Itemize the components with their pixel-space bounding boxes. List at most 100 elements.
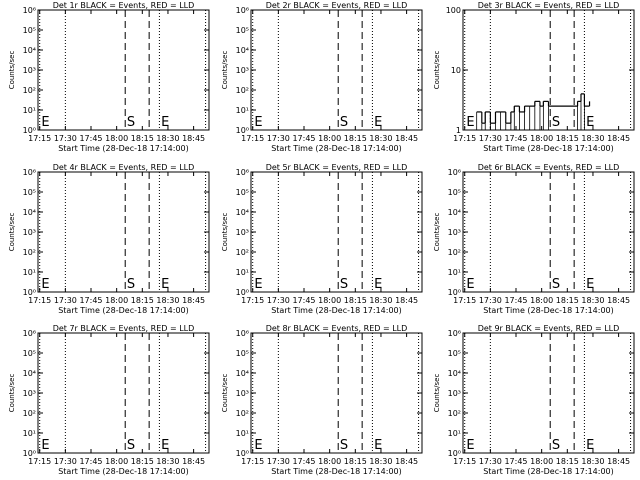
- x-tick-label: 18:30: [156, 296, 179, 305]
- x-tick-label: 18:15: [556, 457, 579, 466]
- x-tick-label: 17:15: [28, 296, 51, 305]
- x-tick-label: 17:45: [292, 296, 315, 305]
- event-marker-e: E: [254, 115, 262, 130]
- panel-det-6: Det 6r BLACK = Events, RED = LLD 10⁰ 10¹ 10…: [433, 163, 635, 315]
- y-tick-label: 10⁶: [448, 168, 461, 177]
- x-tick-label: 17:30: [54, 296, 77, 305]
- y-tick-label: 10⁵: [236, 26, 249, 35]
- y-tick-label: 10²: [448, 248, 461, 257]
- y-axis-label: Counts/sec: [433, 213, 441, 252]
- x-tick-label: 18:15: [556, 296, 579, 305]
- event-marker-s: S: [552, 438, 560, 453]
- x-axis-label: Start Time (28-Dec-18 17:14:00): [271, 467, 402, 476]
- y-tick-label: 10⁶: [236, 168, 249, 177]
- x-tick-label: 17:45: [292, 134, 315, 143]
- y-tick-label: 10¹: [23, 106, 36, 115]
- plot-frame: [37, 171, 210, 293]
- y-tick-label: 10⁰: [236, 449, 249, 458]
- panel-det-8: Det 8r BLACK = Events, RED = LLD 10⁰ 10¹ 10…: [221, 324, 423, 476]
- y-tick-label: 10⁴: [236, 46, 249, 55]
- x-tick-label: 17:45: [79, 457, 102, 466]
- x-tick-label: 18:15: [131, 457, 154, 466]
- panel-title: Det 9r BLACK = Events, RED = LLD: [478, 324, 620, 333]
- x-tick-label: 18:00: [105, 457, 128, 466]
- x-tick-label: 18:00: [530, 134, 553, 143]
- x-tick-label: 17:15: [28, 134, 51, 143]
- event-marker-e: E: [466, 277, 474, 292]
- y-tick-label: 1: [456, 126, 461, 135]
- panel-title: Det 6r BLACK = Events, RED = LLD: [478, 163, 620, 172]
- panel-title: Det 4r BLACK = Events, RED = LLD: [53, 163, 195, 172]
- x-tick-label: 18:15: [344, 296, 367, 305]
- event-marker-s: S: [127, 277, 135, 292]
- panel-title: Det 8r BLACK = Events, RED = LLD: [266, 324, 408, 333]
- y-tick-label: 10⁴: [23, 208, 36, 217]
- panel-title: Det 2r BLACK = Events, RED = LLD: [266, 1, 408, 10]
- x-tick-label: 17:30: [267, 457, 290, 466]
- x-tick-label: 18:00: [318, 134, 341, 143]
- x-tick-label: 17:15: [241, 134, 264, 143]
- y-tick-label: 10⁶: [448, 329, 461, 338]
- x-axis-label: Start Time (28-Dec-18 17:14:00): [483, 306, 614, 315]
- x-axis-label: Start Time (28-Dec-18 17:14:00): [58, 144, 189, 153]
- x-tick-label: 18:30: [581, 457, 604, 466]
- y-tick-label: 10⁰: [23, 288, 36, 297]
- y-tick-label: 10⁰: [448, 449, 461, 458]
- event-marker-e: E: [254, 438, 262, 453]
- y-axis-label: Counts/sec: [8, 51, 16, 90]
- y-tick-label: 10⁶: [23, 6, 36, 15]
- x-axis-label: Start Time (28-Dec-18 17:14:00): [483, 467, 614, 476]
- panel-det-1: Det 1r BLACK = Events, RED = LLD 10⁰ 10¹ 10…: [8, 1, 210, 153]
- x-tick-label: 18:15: [131, 134, 154, 143]
- event-marker-e: E: [586, 277, 594, 292]
- panel-det-4: Det 4r BLACK = Events, RED = LLD 10⁰ 10¹ 10…: [8, 163, 210, 315]
- x-tick-label: 17:45: [504, 296, 527, 305]
- y-tick-label: 10⁰: [236, 288, 249, 297]
- y-tick-label: 10⁰: [236, 126, 249, 135]
- y-tick-label: 10¹: [236, 106, 249, 115]
- y-axis-label: Counts/sec: [221, 51, 229, 90]
- x-tick-label: 18:00: [105, 134, 128, 143]
- y-tick-label: 10⁵: [236, 349, 249, 358]
- plot-frame: [37, 9, 210, 131]
- x-tick-label: 18:30: [369, 296, 392, 305]
- event-marker-e: E: [161, 115, 169, 130]
- y-tick-label: 10¹: [236, 268, 249, 277]
- y-tick-label: 10¹: [23, 429, 36, 438]
- y-tick-label: 10²: [448, 409, 461, 418]
- y-tick-label: 10³: [23, 66, 36, 75]
- x-tick-label: 18:30: [581, 134, 604, 143]
- x-axis-label: Start Time (28-Dec-18 17:14:00): [58, 306, 189, 315]
- x-tick-label: 17:15: [453, 134, 476, 143]
- y-tick-label: 10²: [236, 409, 249, 418]
- y-tick-label: 10³: [23, 389, 36, 398]
- event-marker-s: S: [340, 277, 348, 292]
- y-tick-label: 10²: [236, 86, 249, 95]
- event-marker-s: S: [127, 438, 135, 453]
- y-axis-label: Counts/sec: [433, 374, 441, 413]
- y-tick-label: 10³: [448, 389, 461, 398]
- y-axis-label: Counts/sec: [8, 213, 16, 252]
- y-tick-label: 10⁴: [448, 208, 461, 217]
- x-tick-label: 17:30: [54, 457, 77, 466]
- y-tick-label: 10⁶: [23, 168, 36, 177]
- y-tick-label: 10⁶: [236, 6, 249, 15]
- event-marker-e: E: [466, 438, 474, 453]
- y-axis-label: Counts/sec: [433, 51, 441, 90]
- y-tick-label: 10: [451, 66, 461, 75]
- x-tick-label: 18:15: [344, 457, 367, 466]
- y-tick-label: 10²: [23, 409, 36, 418]
- plot-frame: [250, 332, 423, 454]
- y-tick-label: 10³: [236, 228, 249, 237]
- panel-title: Det 7r BLACK = Events, RED = LLD: [53, 324, 195, 333]
- x-tick-label: 17:45: [79, 296, 102, 305]
- event-marker-e: E: [374, 277, 382, 292]
- x-tick-label: 18:45: [182, 296, 205, 305]
- y-tick-label: 10⁴: [236, 369, 249, 378]
- y-tick-label: 10⁴: [236, 208, 249, 217]
- x-tick-label: 17:30: [267, 134, 290, 143]
- y-tick-label: 10⁵: [23, 188, 36, 197]
- y-tick-label: 10⁵: [448, 349, 461, 358]
- panel-det-7: Det 7r BLACK = Events, RED = LLD 10⁰ 10¹ 10…: [8, 324, 210, 476]
- x-tick-label: 18:45: [395, 457, 418, 466]
